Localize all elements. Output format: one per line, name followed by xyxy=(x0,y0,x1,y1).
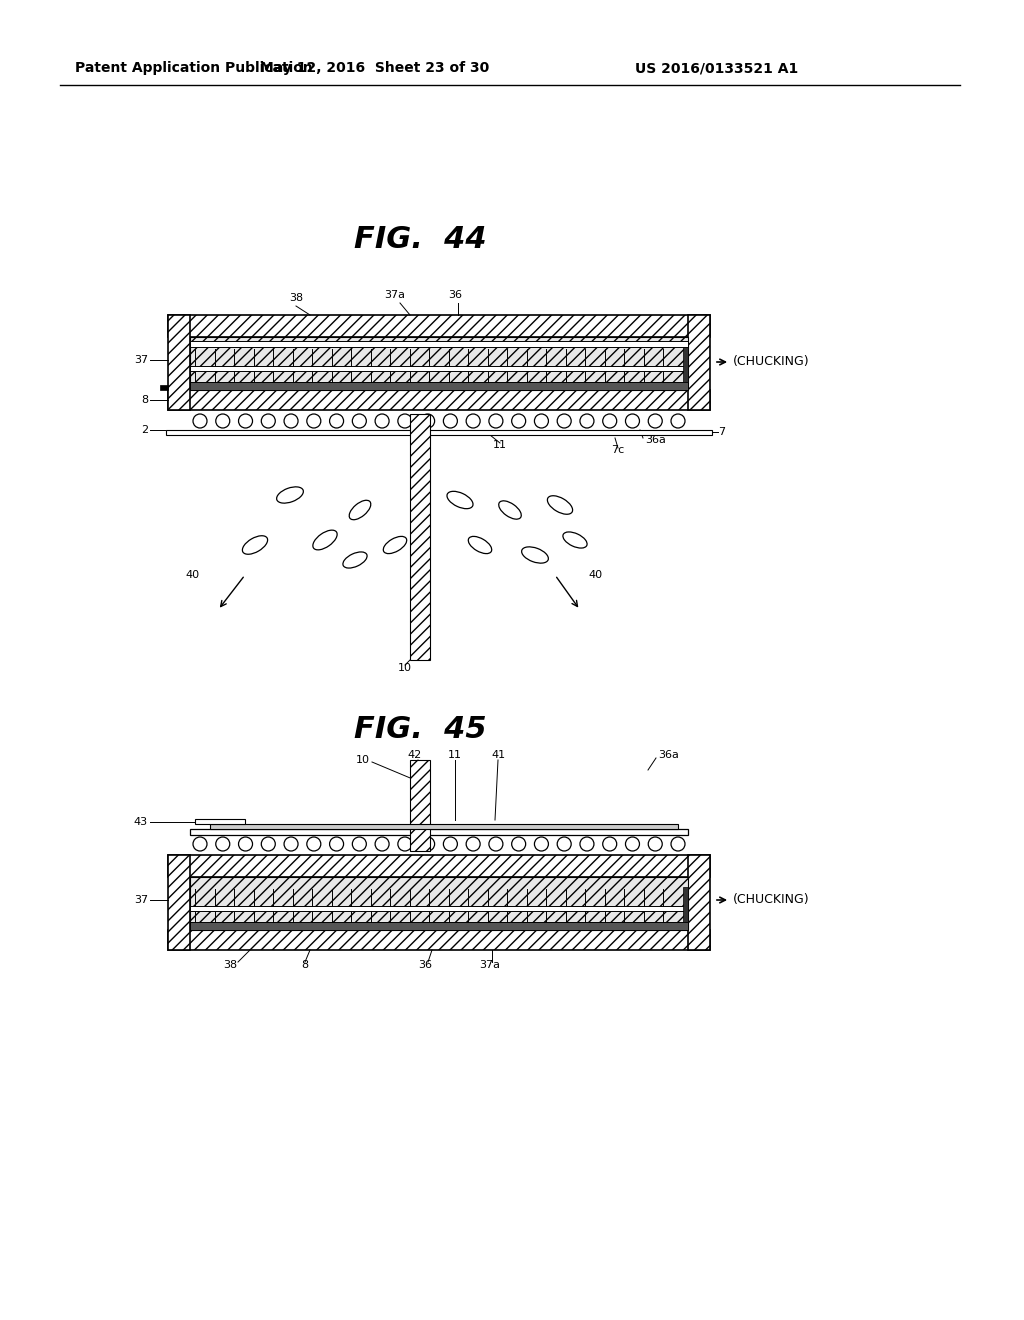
Text: (CHUCKING): (CHUCKING) xyxy=(733,894,810,907)
Text: 37: 37 xyxy=(134,895,148,906)
Text: 37: 37 xyxy=(134,355,148,366)
Text: 38: 38 xyxy=(223,960,238,970)
Text: 8: 8 xyxy=(141,395,148,405)
Bar xyxy=(190,906,688,911)
Bar xyxy=(168,855,710,876)
Bar xyxy=(683,887,688,921)
Text: 40: 40 xyxy=(186,570,200,579)
Bar xyxy=(168,855,190,950)
Bar xyxy=(195,818,245,824)
Text: 36: 36 xyxy=(418,960,432,970)
Bar xyxy=(190,337,688,389)
Text: (CHUCKING): (CHUCKING) xyxy=(733,355,810,368)
Bar xyxy=(190,341,688,347)
Bar xyxy=(210,824,678,829)
Text: 37a: 37a xyxy=(479,960,501,970)
Bar xyxy=(166,430,712,436)
Text: FIG.  44: FIG. 44 xyxy=(353,226,486,255)
Bar xyxy=(410,414,430,660)
Bar xyxy=(688,855,710,950)
Bar xyxy=(168,389,710,411)
Text: 36a: 36a xyxy=(658,750,679,760)
Text: US 2016/0133521 A1: US 2016/0133521 A1 xyxy=(635,61,799,75)
Text: 11: 11 xyxy=(449,750,462,760)
Bar xyxy=(168,315,710,337)
Text: 7c: 7c xyxy=(611,445,625,455)
Bar xyxy=(683,347,688,381)
Text: FIG.  45: FIG. 45 xyxy=(353,715,486,744)
Bar xyxy=(168,315,190,411)
Text: 11: 11 xyxy=(493,440,507,450)
Bar xyxy=(190,829,688,836)
Bar xyxy=(160,385,168,389)
Bar xyxy=(190,876,688,931)
Text: 43: 43 xyxy=(134,817,148,828)
Text: 10: 10 xyxy=(398,663,412,673)
Text: 37a: 37a xyxy=(384,290,406,300)
Text: 38: 38 xyxy=(289,293,303,304)
Text: 10: 10 xyxy=(356,755,370,766)
Text: 36a: 36a xyxy=(645,436,666,445)
Text: 40: 40 xyxy=(588,570,602,579)
Bar xyxy=(190,381,688,389)
Text: 2: 2 xyxy=(141,425,148,436)
Bar xyxy=(688,315,710,411)
Text: May 12, 2016  Sheet 23 of 30: May 12, 2016 Sheet 23 of 30 xyxy=(260,61,489,75)
Bar xyxy=(190,921,688,931)
Bar xyxy=(410,760,430,851)
Bar xyxy=(168,931,710,950)
Text: 42: 42 xyxy=(408,750,422,760)
Text: Patent Application Publication: Patent Application Publication xyxy=(75,61,312,75)
Text: 41: 41 xyxy=(490,750,505,760)
Text: 8: 8 xyxy=(301,960,308,970)
Text: 36: 36 xyxy=(449,290,462,300)
Text: 7: 7 xyxy=(718,426,725,437)
Bar xyxy=(190,366,688,371)
